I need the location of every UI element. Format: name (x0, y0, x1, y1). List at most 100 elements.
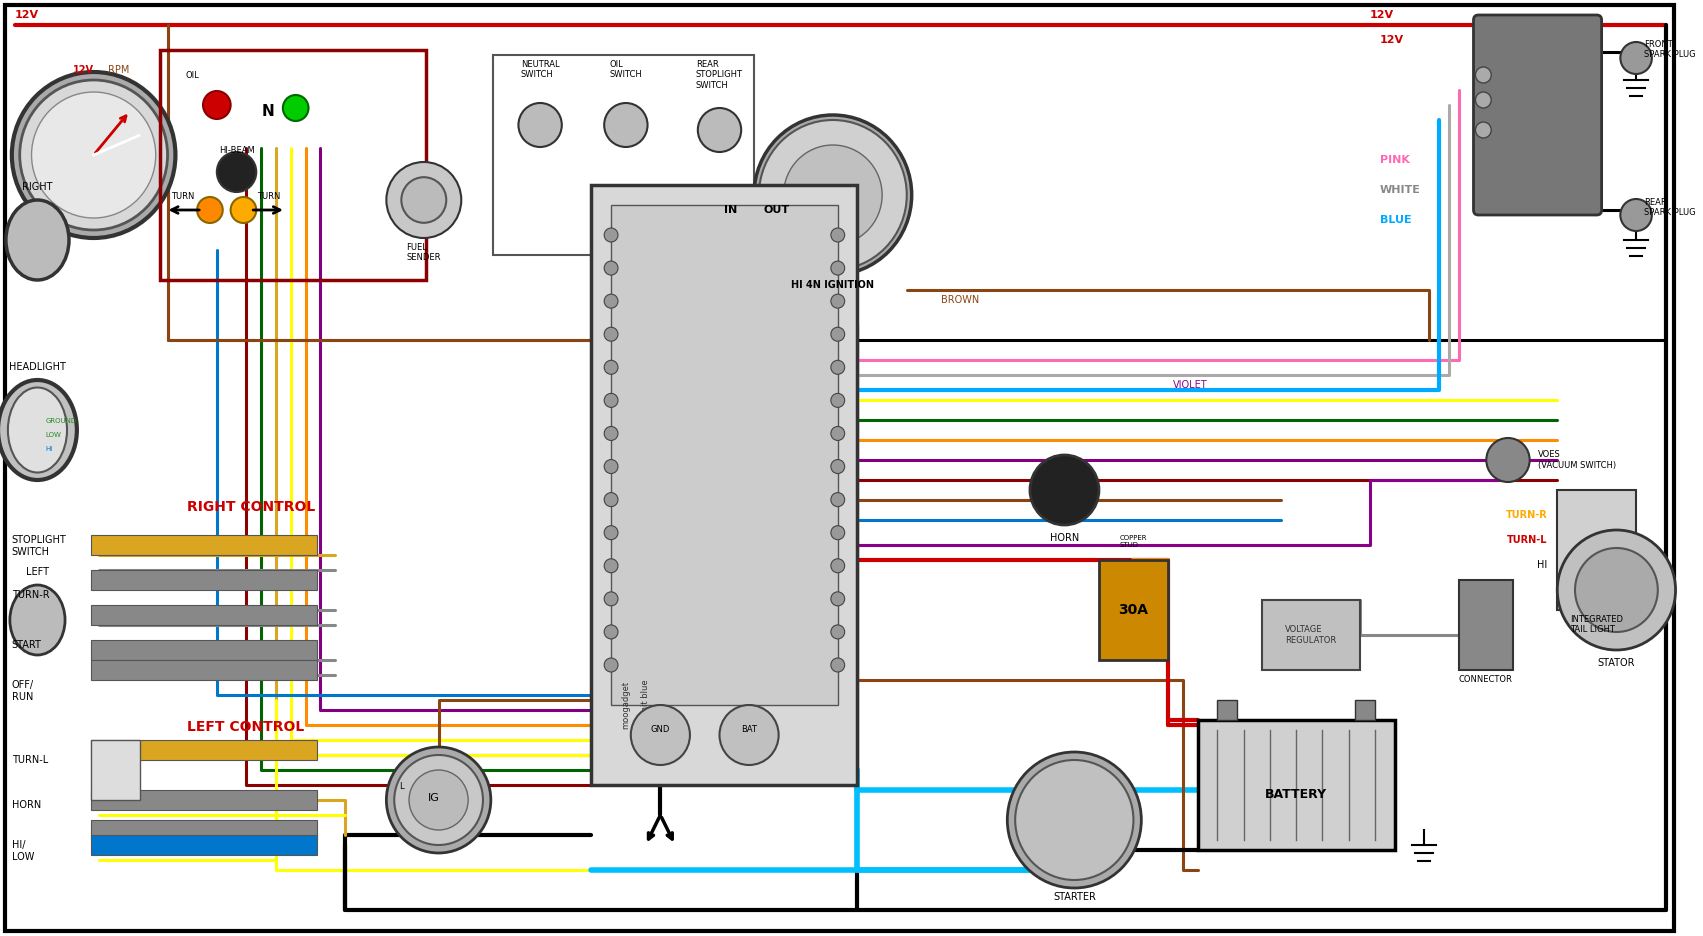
Circle shape (605, 294, 618, 308)
Circle shape (630, 705, 690, 765)
Circle shape (831, 393, 845, 407)
Circle shape (1487, 438, 1529, 482)
Circle shape (1475, 92, 1492, 108)
Circle shape (831, 625, 845, 639)
Ellipse shape (5, 200, 70, 280)
Text: HI-BEAM: HI-BEAM (218, 146, 254, 155)
Text: 12V: 12V (73, 65, 94, 75)
Circle shape (760, 120, 906, 270)
Bar (90, 640, 317, 660)
Circle shape (605, 492, 618, 506)
Text: HI: HI (1538, 560, 1548, 570)
Text: OFF/
RUN: OFF/ RUN (12, 680, 34, 702)
Text: 12V: 12V (15, 10, 39, 20)
Bar (90, 740, 140, 800)
Text: maunit blue: maunit blue (640, 680, 651, 730)
Circle shape (1475, 122, 1492, 138)
Text: GND: GND (651, 725, 669, 735)
Text: TURN-R: TURN-R (1505, 510, 1548, 520)
Text: HORN: HORN (1049, 533, 1080, 543)
Bar (1262, 600, 1361, 670)
Circle shape (831, 658, 845, 672)
Bar (90, 835, 317, 855)
Bar (1197, 720, 1395, 850)
Bar (1557, 490, 1637, 610)
Text: INTEGRATED
TAIL LIGHT: INTEGRATED TAIL LIGHT (1570, 615, 1623, 635)
Circle shape (605, 625, 618, 639)
Text: OIL
SWITCH: OIL SWITCH (610, 60, 642, 80)
Text: LEFT: LEFT (26, 567, 49, 577)
Text: L: L (399, 782, 404, 791)
Circle shape (605, 460, 618, 474)
Circle shape (783, 145, 882, 245)
Bar (90, 535, 317, 555)
Circle shape (831, 228, 845, 242)
Circle shape (831, 427, 845, 441)
Text: TURN: TURN (170, 192, 194, 201)
Text: TURN-L: TURN-L (12, 755, 48, 765)
Bar (1459, 580, 1512, 670)
Bar (90, 820, 317, 840)
Circle shape (409, 770, 468, 830)
Circle shape (12, 72, 175, 238)
Circle shape (605, 261, 618, 275)
Bar (90, 570, 317, 590)
Circle shape (605, 228, 618, 242)
Text: PINK: PINK (1379, 155, 1410, 165)
Text: moogadget: moogadget (622, 680, 630, 729)
Circle shape (605, 592, 618, 606)
Text: HI: HI (46, 446, 53, 452)
Text: IN: IN (724, 205, 737, 215)
Text: RIGHT CONTROL: RIGHT CONTROL (187, 500, 315, 514)
Bar (492, 55, 754, 255)
Text: REAR
STOPLIGHT
SWITCH: REAR STOPLIGHT SWITCH (697, 60, 743, 90)
Text: 12V: 12V (1379, 35, 1403, 45)
Circle shape (20, 80, 167, 230)
Text: TURN-R: TURN-R (12, 590, 49, 600)
Circle shape (831, 460, 845, 474)
Text: STOPLIGHT
SWITCH: STOPLIGHT SWITCH (12, 535, 66, 557)
Text: STATOR: STATOR (1597, 658, 1635, 668)
Bar (160, 50, 426, 280)
Text: START: START (12, 640, 41, 650)
Bar (90, 605, 317, 625)
Circle shape (605, 427, 618, 441)
Text: NEUTRAL
SWITCH: NEUTRAL SWITCH (521, 60, 559, 80)
Circle shape (1030, 455, 1098, 525)
Text: GROUND: GROUND (46, 418, 77, 424)
Text: BATTERY: BATTERY (1265, 788, 1327, 801)
Text: HEADLIGHT: HEADLIGHT (9, 362, 66, 372)
Ellipse shape (9, 388, 66, 473)
Circle shape (605, 559, 618, 573)
Circle shape (831, 526, 845, 540)
Text: REAR
SPARK PLUG: REAR SPARK PLUG (1643, 198, 1696, 217)
Circle shape (1015, 760, 1134, 880)
Circle shape (831, 492, 845, 506)
Circle shape (831, 261, 845, 275)
Circle shape (831, 360, 845, 374)
Text: LEFT CONTROL: LEFT CONTROL (187, 720, 305, 734)
Circle shape (605, 393, 618, 407)
Circle shape (198, 197, 223, 223)
Text: N: N (262, 105, 274, 120)
Circle shape (1006, 752, 1141, 888)
Text: HI/
LOW: HI/ LOW (12, 840, 34, 862)
Text: 30A: 30A (1119, 603, 1148, 617)
Circle shape (605, 103, 647, 147)
Bar (611, 205, 838, 705)
Text: BLUE: BLUE (1379, 215, 1412, 225)
Circle shape (605, 360, 618, 374)
Text: HI 4N IGNITION: HI 4N IGNITION (792, 280, 874, 290)
Circle shape (387, 162, 462, 238)
Circle shape (831, 559, 845, 573)
Circle shape (719, 705, 778, 765)
Text: OUT: OUT (765, 205, 790, 215)
Circle shape (831, 592, 845, 606)
Text: FUEL
SENDER: FUEL SENDER (407, 243, 441, 262)
Circle shape (32, 92, 155, 218)
Ellipse shape (0, 380, 77, 480)
Text: CONNECTOR: CONNECTOR (1459, 675, 1512, 684)
Bar (1098, 560, 1168, 660)
Text: 12V: 12V (1369, 10, 1395, 20)
Ellipse shape (10, 585, 65, 655)
